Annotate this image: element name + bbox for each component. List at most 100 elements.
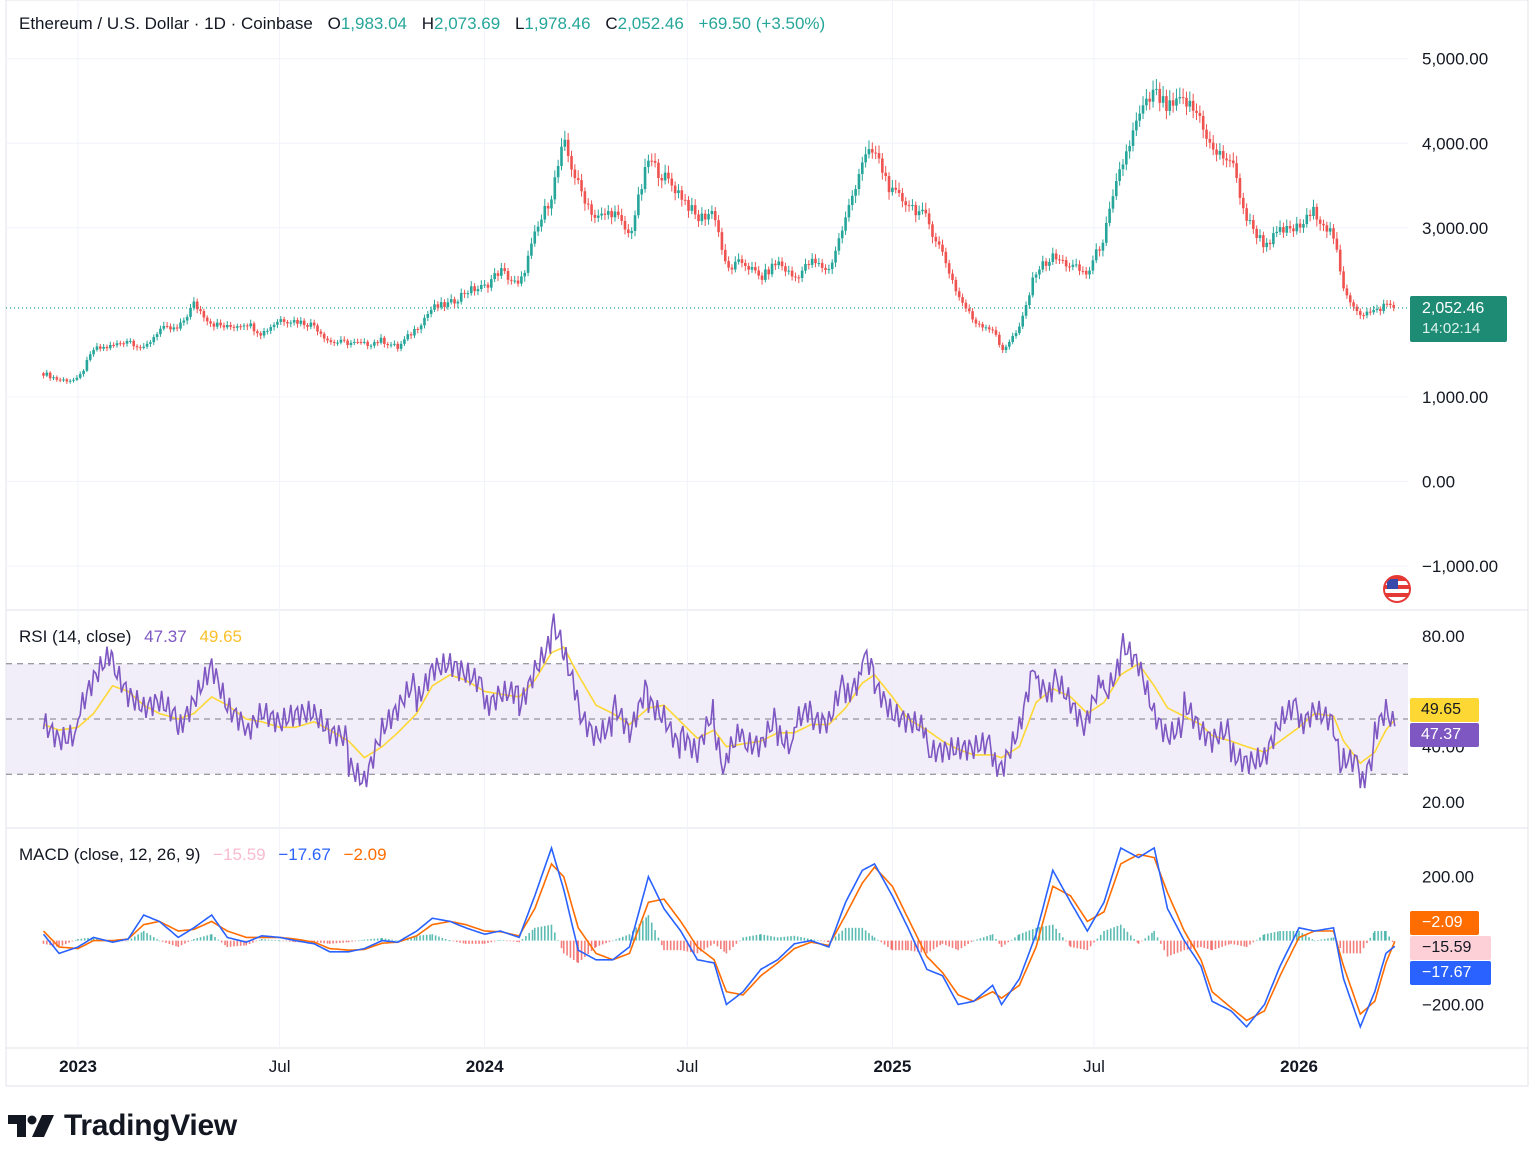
macd-histogram-bar — [851, 927, 854, 941]
candle-body — [707, 214, 710, 220]
candle-body — [95, 346, 99, 350]
candle — [1365, 307, 1369, 319]
candle-body — [1352, 302, 1355, 307]
macd-histogram-bar — [713, 940, 715, 944]
us-flag-icon[interactable] — [1383, 575, 1411, 603]
candle-body — [981, 324, 984, 328]
candle-body — [784, 266, 787, 272]
candle-body — [322, 333, 326, 339]
candle-body — [139, 347, 142, 349]
candle — [1158, 82, 1162, 112]
candle-body — [617, 211, 620, 216]
candle — [1138, 105, 1141, 127]
candle-body — [864, 154, 867, 163]
candle — [1175, 88, 1178, 111]
macd-histogram-bar — [1083, 940, 1085, 950]
candle — [236, 323, 239, 332]
macd-histogram-bar — [1113, 927, 1115, 941]
x-tick-label: Jul — [1083, 1057, 1105, 1076]
candle — [289, 320, 293, 328]
candle-body — [473, 286, 476, 292]
macd-histogram-bar — [357, 940, 360, 942]
macd-histogram-bar — [1327, 938, 1329, 941]
candle — [643, 158, 647, 193]
macd-histogram-bar — [826, 940, 829, 942]
macd-histogram-bar — [1298, 931, 1300, 941]
macd-histogram-bar — [533, 927, 536, 941]
candle-body — [78, 374, 82, 378]
macd-histogram-bar — [468, 940, 470, 944]
macd-histogram-bar — [1196, 940, 1199, 948]
macd-histogram-bar — [171, 940, 174, 946]
candle — [1252, 215, 1255, 234]
candle — [1322, 219, 1325, 232]
candle — [981, 321, 984, 332]
candle-body — [907, 205, 911, 207]
candle-body — [426, 313, 430, 318]
macd-histogram-bar — [370, 939, 372, 941]
candle-body — [269, 327, 273, 331]
tradingview-logo[interactable]: TradingView — [8, 1108, 237, 1144]
macd-histogram-bar — [146, 933, 148, 941]
candle — [593, 209, 597, 224]
candle — [924, 202, 928, 217]
macd-signal-tag: −2.09 — [1410, 911, 1479, 935]
candle — [1325, 221, 1329, 238]
candle-body — [105, 346, 109, 349]
candle-body — [924, 209, 928, 214]
candle-body — [1275, 231, 1279, 234]
macd-histogram-bar — [562, 940, 565, 954]
candle — [590, 200, 593, 222]
macd-histogram-bar — [87, 937, 89, 941]
candle — [326, 336, 329, 344]
macd-histogram-bar — [910, 940, 913, 951]
candle-body — [189, 307, 192, 317]
symbol-title[interactable]: Ethereum / U.S. Dollar · 1D · Coinbase — [19, 14, 313, 33]
macd-histogram-bar — [351, 940, 353, 942]
macd-hist-value: −15.59 — [213, 845, 266, 864]
macd-histogram-bar — [444, 939, 447, 941]
candle-body — [363, 341, 366, 343]
candle-body — [941, 244, 944, 252]
price-legend: Ethereum / U.S. Dollar · 1D · Coinbase O… — [19, 14, 825, 34]
candle — [62, 377, 65, 382]
candle — [58, 377, 62, 383]
candle-body — [931, 224, 934, 237]
macd-histogram-bar — [1388, 936, 1391, 941]
candle — [496, 270, 500, 281]
close-label: C — [605, 14, 618, 33]
macd-histogram-bar — [1210, 940, 1212, 950]
macd-histogram-bar — [1313, 940, 1316, 942]
candle-body — [840, 230, 844, 239]
rsi-label[interactable]: RSI (14, close) — [19, 627, 132, 646]
candle-body — [162, 325, 166, 329]
candle-body — [48, 372, 52, 379]
macd-histogram-bar — [92, 937, 95, 941]
candle-body — [1315, 206, 1319, 220]
macd-label[interactable]: MACD (close, 12, 26, 9) — [19, 845, 201, 864]
macd-histogram-bar — [883, 940, 886, 945]
macd-histogram-bar — [248, 940, 251, 945]
candle-body — [513, 280, 517, 282]
candle — [550, 195, 553, 216]
macd-histogram-bar — [1359, 940, 1362, 954]
candle-body — [179, 322, 182, 329]
candle — [723, 244, 727, 265]
macd-histogram-bar — [796, 936, 799, 941]
candle-body — [827, 269, 831, 271]
price-tick-label: 1,000.00 — [1422, 388, 1488, 407]
candle-body — [550, 199, 553, 209]
candle-body — [205, 317, 209, 322]
candle-body — [1205, 129, 1208, 139]
candle-body — [733, 261, 737, 270]
macd-histogram-bar — [342, 940, 344, 943]
candle — [1358, 308, 1362, 319]
macd-histogram-bar — [396, 940, 399, 942]
macd-histogram-bar — [642, 920, 644, 941]
candle-body — [1375, 308, 1379, 310]
candle-body — [225, 324, 229, 328]
candle-body — [897, 189, 901, 193]
candle-body — [937, 241, 941, 245]
candle-body — [1248, 220, 1252, 222]
